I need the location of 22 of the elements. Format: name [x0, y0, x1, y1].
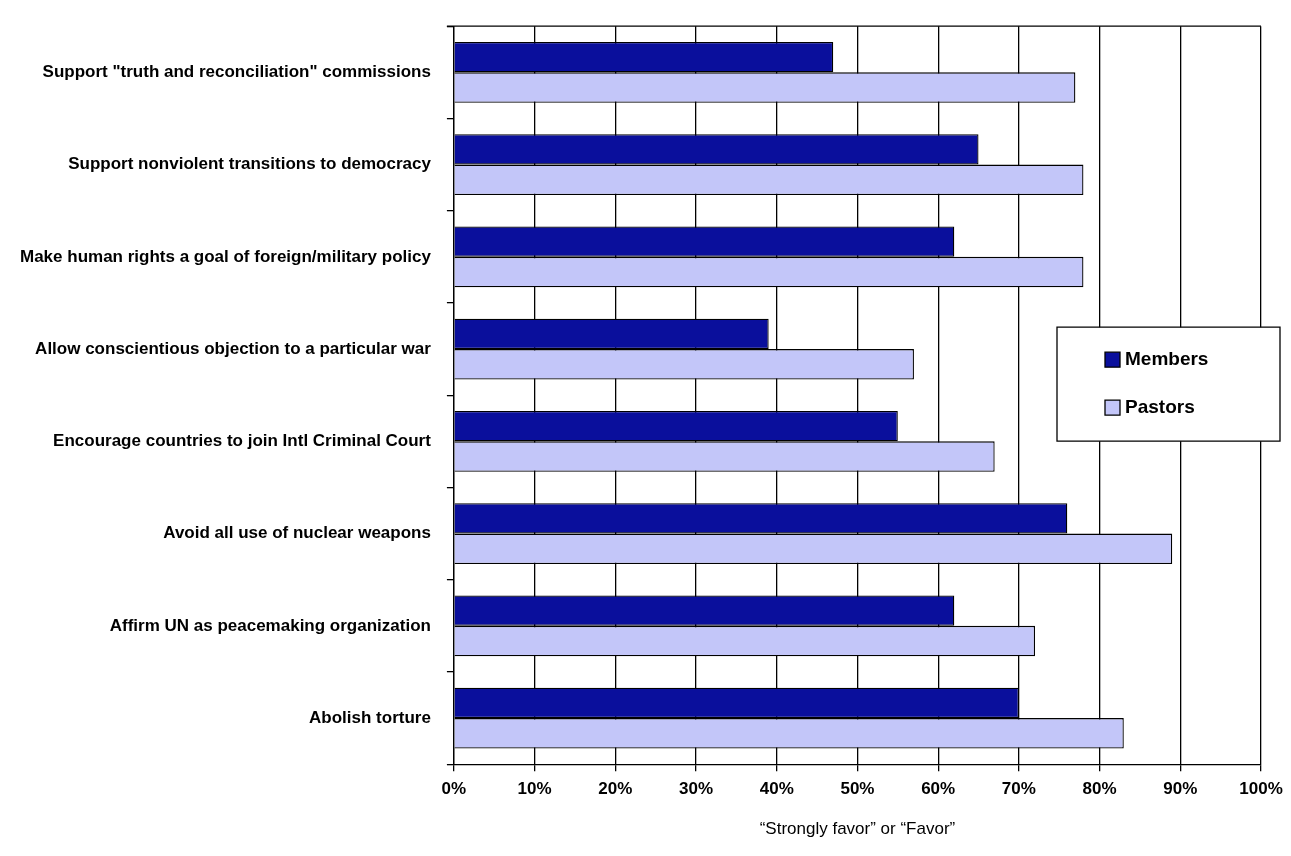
x-tick-label: 50% — [840, 779, 875, 799]
legend-label: Members — [1125, 348, 1209, 370]
y-tick-label: Support nonviolent transitions to democracy — [68, 154, 432, 174]
x-tick-label: 40% — [759, 779, 794, 799]
y-tick-label: Avoid all use of nuclear weapons — [163, 523, 431, 543]
x-tick-label: 80% — [1082, 779, 1117, 799]
y-tick-label: Allow conscientious objection to a particular war — [35, 338, 432, 358]
x-tick-label: 20% — [598, 779, 633, 799]
x-tick-label: 10% — [517, 779, 552, 799]
x-tick-label: 70% — [1001, 779, 1036, 799]
x-tick-label: 90% — [1163, 779, 1198, 799]
y-tick-label: Abolish torture — [309, 707, 431, 727]
x-tick-label: 100% — [1239, 779, 1283, 799]
y-tick-label: Make human rights a goal of foreign/military policy — [20, 246, 432, 266]
x-axis-title: “Strongly favor” or “Favor” — [759, 819, 956, 839]
y-tick-label: Encourage countries to join Intl Criminal Court — [53, 431, 432, 451]
y-tick-label: Support "truth and reconciliation" commissions — [42, 62, 431, 82]
x-tick-label: 30% — [679, 779, 714, 799]
x-tick-label: 60% — [921, 779, 956, 799]
y-tick-label: Affirm UN as peacemaking organization — [109, 615, 431, 635]
x-tick-label: 0% — [441, 779, 467, 799]
legend-label: Pastors — [1125, 396, 1195, 418]
